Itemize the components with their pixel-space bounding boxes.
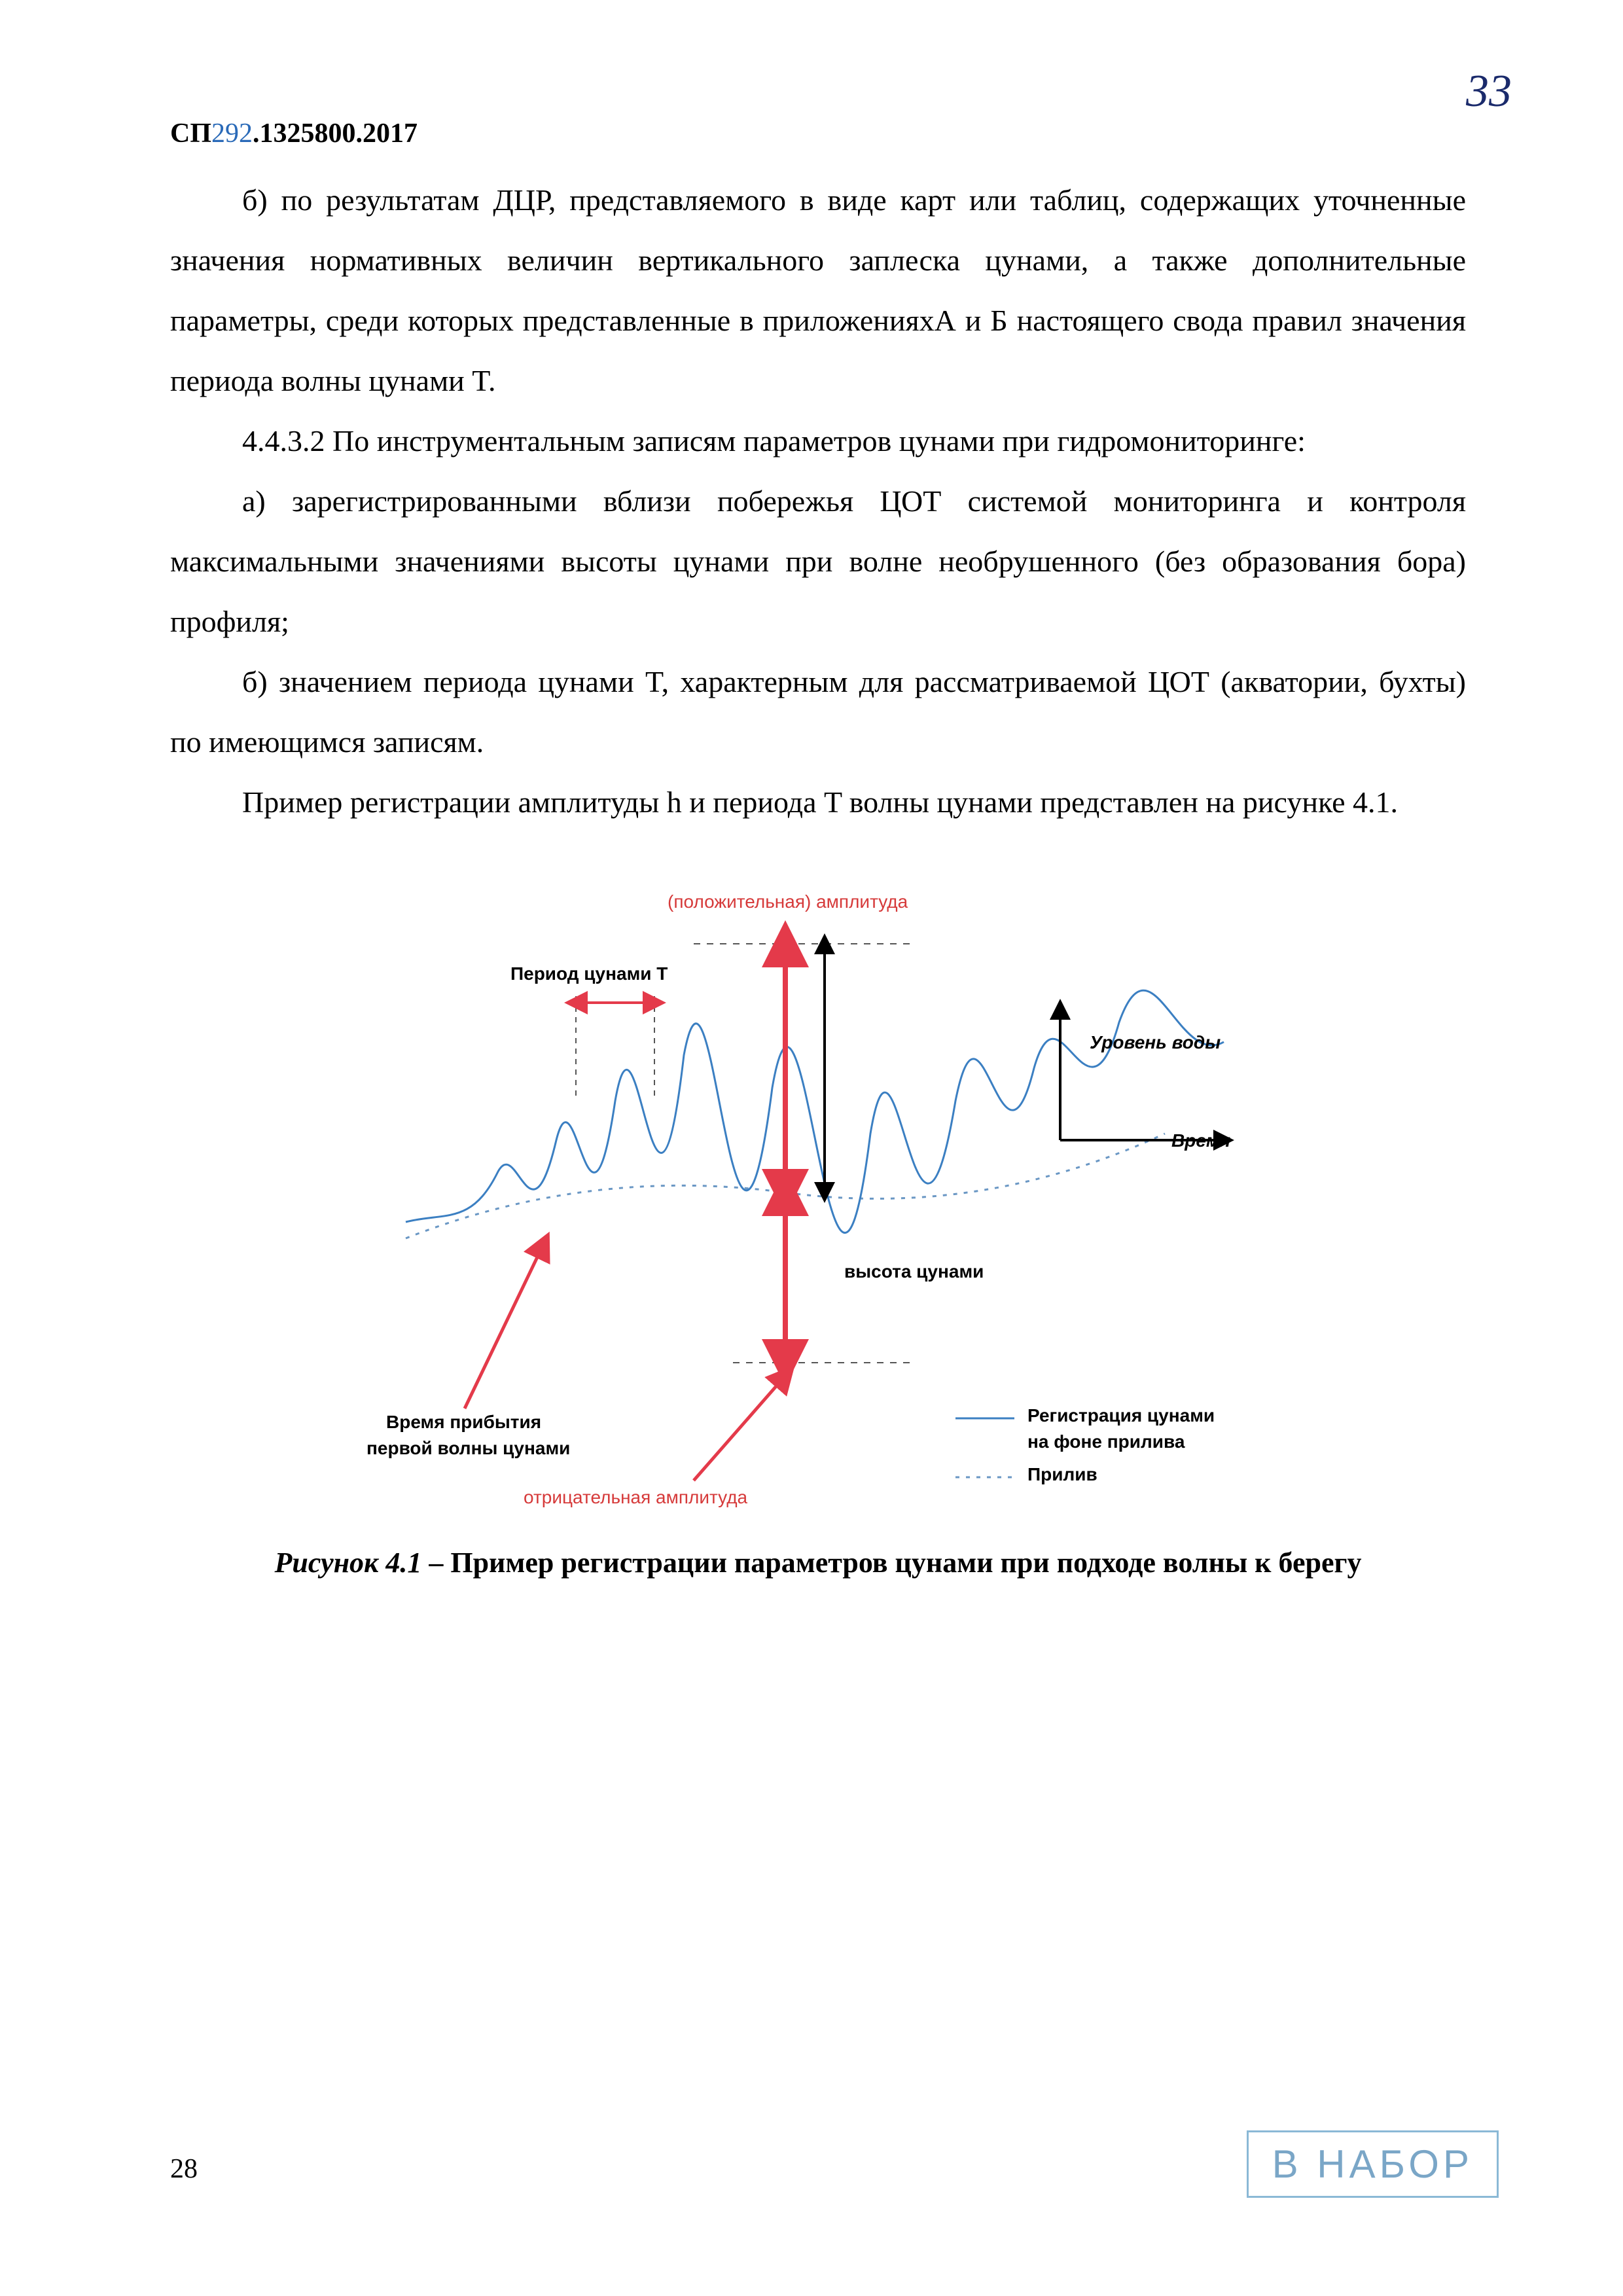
tsunami-wave [406,990,1224,1232]
legend-tsunami-l2: на фоне прилива [1027,1431,1185,1452]
label-arrival-l2: первой волны цунами [366,1438,570,1458]
legend-tsunami-l1: Регистрация цунами [1027,1405,1215,1426]
figure-sep: – [421,1547,450,1579]
doc-code: СП292.1325800.2017 [170,118,418,149]
figure-caption-text: Пример регистрации параметров цунами при… [450,1547,1361,1579]
arrival-arrow [465,1245,543,1408]
doc-code-blue: 292 [211,118,253,149]
figure-label: Рисунок 4.1 [275,1547,422,1579]
neg-amp-arrow [694,1376,785,1480]
label-arrival-l1: Время прибытия [386,1412,541,1432]
label-pos-amplitude: (положительная) амплитуда [668,891,908,912]
stamp: В НАБОР [1247,2130,1499,2198]
label-period: Период цунами T [510,963,668,984]
label-neg-amplitude: отрицательная амплитуда [524,1487,748,1507]
paragraph-b2: б) значением периода цунами T, характерн… [170,652,1466,772]
paragraph-4432: 4.4.3.2 По инструментальным записям пара… [170,411,1466,471]
handwritten-page-number: 33 [1466,65,1512,118]
paragraph-example: Пример регистрации амплитуды h и периода… [170,772,1466,833]
paragraph-a: а) зарегистрированными вблизи побережья … [170,471,1466,652]
paragraph-b1: б) по результатам ДЦР, представляемого в… [170,170,1466,411]
legend-tide-label: Прилив [1027,1464,1097,1484]
label-water-level: Уровень воды [1090,1032,1221,1052]
doc-code-suffix: .1325800.2017 [253,118,418,149]
label-time: Время [1171,1130,1230,1151]
label-height: высота цунами [844,1261,984,1282]
printed-page-number: 28 [170,2153,198,2185]
doc-code-prefix: СП [170,118,211,149]
tsunami-diagram: (положительная) амплитуда Период цунами … [327,859,1309,1526]
figure-caption: Рисунок 4.1 – Пример регистрации парамет… [275,1546,1362,1579]
